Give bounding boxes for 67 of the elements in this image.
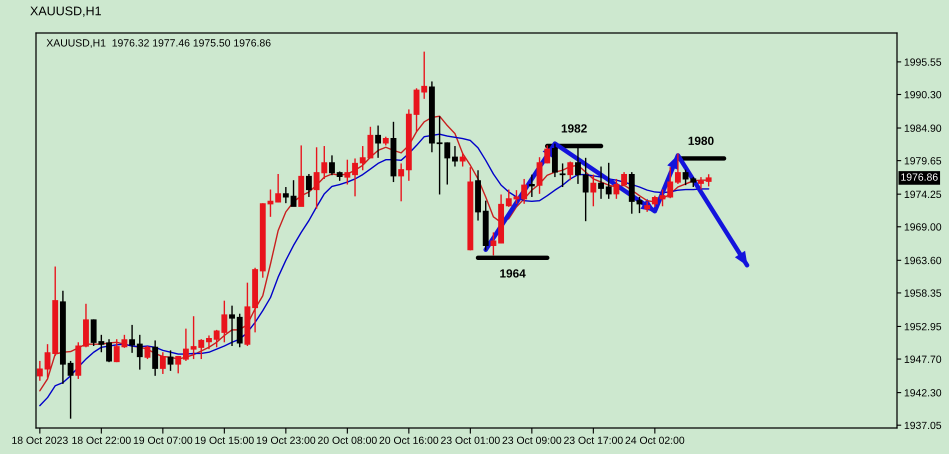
x-tick-label: 23 Oct 01:00 [441,436,500,444]
y-tick-label: 1952.95 [904,322,942,330]
candlestick [229,304,235,347]
candlestick [528,174,535,198]
candlestick [168,350,174,372]
x-tick-label: 20 Oct 08:00 [318,436,377,444]
candlestick [674,152,681,185]
y-tick-label: 1990.30 [904,90,942,98]
y-tick-label: 1995.55 [904,58,942,66]
candlestick [90,318,97,347]
candlestick [644,201,650,213]
candlestick [398,162,404,202]
annotation: 1976.86 [901,173,938,181]
candlestick [314,146,320,210]
candlestick [375,124,382,159]
x-tick-label: 24 Oct 02:00 [626,436,684,444]
candlestick [175,355,182,374]
y-tick-label: 1984.90 [904,124,942,132]
candlestick [114,338,120,363]
candlestick [444,142,450,186]
y-tick-label: 1963.60 [904,256,942,264]
candlestick [136,334,143,370]
candlestick [606,162,612,200]
series-label: 1964 [500,269,526,278]
candlestick [152,340,158,377]
candlestick [682,168,689,186]
candlestick [567,160,574,181]
y-tick-label: 1974.25 [904,190,942,198]
y-tick-label: 1947.70 [904,356,942,363]
candlestick [506,188,512,208]
series-label: 1980 [688,136,714,146]
chart-title: XAUUSD,H1 [30,6,101,17]
candlestick [452,145,458,168]
candlestick [367,126,374,160]
y-tick-label: 1937.05 [904,422,942,430]
y-tick-label: 1942.30 [904,389,942,396]
x-tick-label: 23 Oct 17:00 [564,436,623,444]
candlestick [221,300,228,343]
candlestick [160,352,166,375]
y-tick-label: 1958.35 [904,289,942,297]
candlestick [598,166,604,200]
candlestick [460,152,466,168]
candlestick [536,156,542,195]
x-tick-label: 23 Oct 09:00 [502,436,562,444]
candlestick [121,334,128,349]
candlestick [321,145,328,180]
y-tick-label: 1969.00 [904,223,942,231]
candlestick [421,50,428,100]
candlestick [198,338,204,360]
candlestick [129,324,136,354]
x-tick-label: 19 Oct 23:00 [256,436,316,444]
candlestick [690,176,696,188]
x-tick-label: 18 Oct 2023 [12,436,68,444]
x-tick-label: 19 Oct 15:00 [195,436,254,444]
candlestick [667,166,674,199]
candlestick [306,173,312,198]
x-tick-label: 18 Oct 22:00 [72,436,131,444]
candlestick [636,196,642,214]
candlestick [590,174,596,207]
text: XAUUSD,H1 1976.32 1977.46 1975.50 1976.86 [46,39,271,48]
series-label: 1982 [562,124,587,133]
candlestick [360,145,366,171]
x-tick-label: 19 Oct 07:00 [134,436,192,444]
candlestick [560,162,566,188]
candlestick [144,345,150,360]
x-tick-label: 20 Oct 16:00 [380,436,438,444]
y-tick-label: 1979.65 [904,157,942,165]
